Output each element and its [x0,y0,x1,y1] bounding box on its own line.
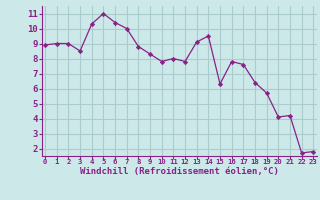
X-axis label: Windchill (Refroidissement éolien,°C): Windchill (Refroidissement éolien,°C) [80,167,279,176]
